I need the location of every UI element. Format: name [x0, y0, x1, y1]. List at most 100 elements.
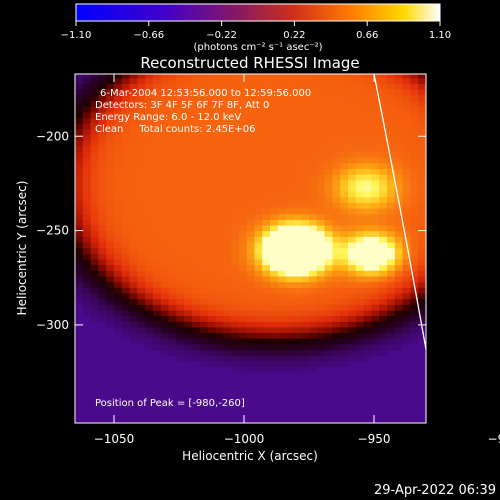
- heatmap-cell: [137, 202, 146, 209]
- heatmap-cell: [145, 83, 154, 90]
- heatmap-cell: [160, 394, 170, 401]
- heatmap-cell: [270, 253, 279, 260]
- heatmap-cell: [98, 134, 107, 141]
- heatmap-cell: [301, 157, 310, 164]
- heatmap-cell: [309, 128, 318, 135]
- heatmap-cell: [231, 157, 240, 164]
- x-tick-label: −1000: [224, 432, 265, 446]
- heatmap-cell: [340, 111, 349, 118]
- heatmap-cell: [387, 241, 396, 249]
- heatmap-cell: [121, 326, 131, 334]
- heatmap-cell: [387, 174, 396, 181]
- heatmap-cell: [301, 117, 310, 124]
- heatmap-cell: [340, 253, 349, 260]
- heatmap-cell: [340, 338, 349, 345]
- heatmap-cell: [153, 309, 162, 317]
- heatmap-cell: [153, 338, 162, 345]
- heatmap-cell: [394, 123, 404, 130]
- heatmap-cell: [98, 174, 107, 181]
- heatmap-cell: [207, 230, 216, 237]
- heatmap-cell: [301, 292, 310, 300]
- heatmap-cell: [340, 236, 349, 243]
- heatmap-cell: [285, 94, 294, 102]
- heatmap-cell: [371, 202, 380, 209]
- heatmap-cell: [106, 151, 115, 158]
- heatmap-cell: [215, 224, 224, 232]
- heatmap-cell: [277, 372, 287, 379]
- heatmap-cell: [355, 100, 365, 107]
- heatmap-cell: [106, 94, 115, 102]
- heatmap-cell: [285, 298, 294, 305]
- heatmap-cell: [137, 389, 146, 396]
- heatmap-cell: [176, 247, 185, 254]
- heatmap-cell: [238, 213, 248, 220]
- heatmap-cell: [316, 94, 326, 102]
- heatmap-cell: [153, 253, 162, 260]
- heatmap-cell: [340, 123, 349, 130]
- heatmap-cell: [82, 247, 92, 254]
- heatmap-cell: [316, 117, 326, 124]
- heatmap-cell: [418, 394, 426, 401]
- heatmap-cell: [223, 140, 232, 147]
- heatmap-cell: [215, 191, 224, 198]
- heatmap-cell: [90, 83, 99, 90]
- heatmap-cell: [270, 77, 279, 85]
- heatmap-cell: [199, 247, 209, 254]
- heatmap-cell: [215, 236, 224, 243]
- heatmap-cell: [90, 202, 99, 209]
- heatmap-cell: [387, 94, 396, 102]
- heatmap-cell: [192, 326, 201, 334]
- heatmap-cell: [137, 191, 146, 198]
- heatmap-cell: [254, 298, 263, 305]
- heatmap-cell: [153, 349, 162, 356]
- heatmap-cell: [153, 315, 162, 322]
- heatmap-cell: [90, 77, 99, 85]
- heatmap-cell: [176, 281, 185, 288]
- heatmap-cell: [121, 400, 131, 407]
- heatmap-cell: [238, 275, 248, 283]
- heatmap-cell: [129, 219, 138, 226]
- heatmap-cell: [129, 77, 138, 85]
- heatmap-cell: [262, 191, 271, 198]
- heatmap-cell: [153, 258, 162, 266]
- heatmap-cell: [348, 281, 357, 288]
- heatmap-cell: [75, 174, 84, 181]
- heatmap-cell: [223, 185, 232, 192]
- heatmap-cell: [238, 151, 248, 158]
- heatmap-cell: [168, 309, 177, 317]
- heatmap-cell: [418, 196, 426, 203]
- heatmap-cell: [418, 411, 426, 418]
- heatmap-cell: [387, 207, 396, 215]
- heatmap-cell: [309, 230, 318, 237]
- heatmap-cell: [348, 128, 357, 135]
- heatmap-cell: [90, 400, 99, 407]
- heatmap-cell: [90, 292, 99, 300]
- heatmap-cell: [355, 326, 365, 334]
- heatmap-cell: [348, 372, 357, 379]
- heatmap-cell: [332, 94, 341, 102]
- heatmap-cell: [348, 247, 357, 254]
- heatmap-cell: [207, 389, 216, 396]
- heatmap-cell: [309, 377, 318, 384]
- heatmap-cell: [199, 292, 209, 300]
- heatmap-cell: [410, 264, 419, 271]
- heatmap-cell: [153, 411, 162, 418]
- heatmap-cell: [168, 372, 177, 379]
- heatmap-cell: [246, 394, 255, 401]
- heatmap-cell: [309, 389, 318, 396]
- heatmap-cell: [387, 298, 396, 305]
- heatmap-cell: [223, 247, 232, 254]
- heatmap-cell: [231, 94, 240, 102]
- heatmap-cell: [192, 140, 201, 147]
- heatmap-cell: [402, 247, 411, 254]
- y-tick-label: −250: [36, 224, 69, 238]
- heatmap-cell: [285, 89, 294, 96]
- heatmap-cell: [262, 134, 271, 141]
- heatmap-cell: [231, 247, 240, 254]
- heatmap-cell: [270, 230, 279, 237]
- heatmap-cell: [254, 383, 263, 390]
- heatmap-cell: [106, 74, 115, 79]
- heatmap-cell: [418, 230, 426, 237]
- heatmap-cell: [114, 270, 123, 277]
- heatmap-cell: [324, 157, 333, 164]
